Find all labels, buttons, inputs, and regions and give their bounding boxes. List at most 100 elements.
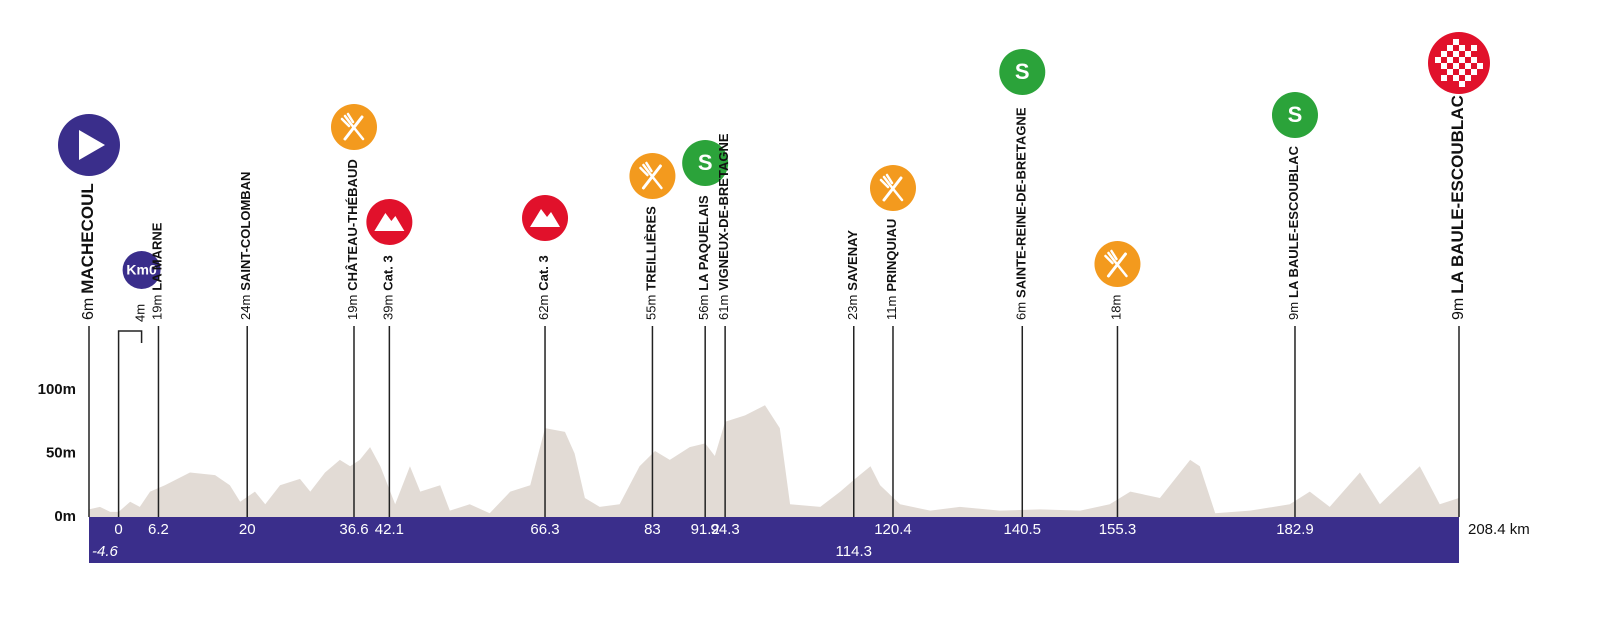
- icon-check: [1459, 45, 1465, 51]
- icon-check: [1435, 57, 1441, 63]
- km-label: 114.3: [836, 543, 872, 560]
- icon-label: S: [698, 150, 713, 175]
- waypoint-label: 23m SAVENAY: [845, 230, 860, 320]
- icon-check: [1471, 57, 1477, 63]
- waypoint-name: LA BAULE-ESCOUBLAC: [1286, 145, 1301, 298]
- y-tick-label: 50m: [46, 444, 76, 461]
- waypoint-label: 19m CHÂTEAU-THÉBAUD: [345, 159, 360, 320]
- waypoint-name: SAINT-COLOMBAN: [239, 172, 254, 291]
- icon-symbol: [530, 209, 561, 227]
- altitude-label: 9m: [1450, 298, 1467, 320]
- y-tick-label: 0m: [54, 508, 76, 525]
- km-label: 83: [644, 521, 661, 538]
- icon-check: [1471, 69, 1477, 75]
- icon-feed: [330, 104, 377, 150]
- altitude-label: 61m: [717, 295, 732, 320]
- waypoint-name: TREILLIÈRES: [644, 206, 659, 291]
- icon-circle: [1271, 92, 1318, 138]
- waypoint-name: Cat. 3: [536, 255, 551, 290]
- icon-feed: [869, 165, 916, 211]
- waypoint-label: 62m Cat. 3: [536, 255, 551, 320]
- icon-sprint: S: [1271, 92, 1318, 138]
- waypoint-name: PRINQUIAU: [884, 219, 899, 292]
- icon-sprint: S: [999, 49, 1046, 95]
- icon-symbol: [879, 173, 904, 202]
- altitude-label: 24m: [239, 295, 254, 320]
- altitude-label: 39m: [381, 295, 396, 320]
- km-label: 208.4 km: [1468, 521, 1530, 538]
- altitude-label: 9m: [1286, 302, 1301, 320]
- icon-check: [1447, 45, 1453, 51]
- altitude-label: 55m: [644, 295, 659, 320]
- km-label: 36.6: [339, 521, 368, 538]
- waypoint-label: 11m PRINQUIAU: [884, 219, 899, 320]
- icon-check: [1453, 39, 1459, 45]
- icon-check: [1465, 63, 1471, 69]
- waypoint-label: 24m SAINT-COLOMBAN: [239, 172, 254, 320]
- icon-check: [1459, 57, 1465, 63]
- icon-check: [1441, 75, 1447, 81]
- waypoint-label: 6m MACHECOUL: [78, 183, 97, 320]
- km-label: 120.4: [874, 521, 912, 538]
- altitude-label: 19m: [150, 295, 165, 320]
- icon-check: [1453, 51, 1459, 57]
- icon-climb: [366, 199, 413, 245]
- y-tick-label: 100m: [38, 381, 76, 398]
- waypoint-name: SAVENAY: [845, 230, 860, 291]
- altitude-label: 19m: [345, 295, 360, 320]
- icon-circle: [999, 49, 1046, 95]
- altitude-label: 62m: [536, 295, 551, 320]
- km-label: 42.1: [375, 521, 404, 538]
- icon-check: [1441, 63, 1447, 69]
- km-label: -4.6: [92, 543, 119, 560]
- waypoint-label: 9m LA BAULE-ESCOUBLAC: [1448, 95, 1467, 320]
- altitude-label: 6m: [80, 298, 97, 320]
- altitude-label: 6m: [1014, 302, 1029, 320]
- km-label: 91.2: [691, 521, 720, 538]
- waypoint-name: LA MARNE: [150, 222, 165, 290]
- waypoint-label: 19m LA MARNE: [150, 222, 165, 320]
- icon-feed: [629, 153, 676, 199]
- km-label: 66.3: [530, 521, 559, 538]
- km-label: 0: [114, 521, 122, 538]
- icon-label: Km0: [126, 262, 157, 278]
- altitude-label: 11m: [884, 296, 899, 320]
- icon-check: [1471, 45, 1477, 51]
- icon-symbol: [340, 112, 365, 141]
- waypoint-label: 6m SAINTE-REINE-DE-BRETAGNE: [1014, 107, 1029, 320]
- km-label: 94.3: [711, 521, 740, 538]
- altitude-label: 4m: [133, 304, 148, 322]
- km-label: 155.3: [1099, 521, 1137, 538]
- icon-symbol: [79, 130, 105, 160]
- icon-sprint: S: [682, 140, 729, 186]
- altitude-label: 56m: [697, 295, 712, 320]
- icon-check: [1447, 57, 1453, 63]
- waypoint-name: Cat. 3: [381, 255, 396, 290]
- waypoint-name: LA BAULE-ESCOUBLAC: [1448, 95, 1467, 294]
- waypoint-name: MACHECOUL: [78, 183, 97, 294]
- km0-marker: [117, 330, 143, 517]
- icon-symbol: [1104, 249, 1128, 278]
- icon-check: [1459, 69, 1465, 75]
- waypoint-label: 56m LA PAQUELAIS: [697, 195, 712, 320]
- waypoint-label: 18m: [1109, 295, 1124, 320]
- km-label: 20: [239, 521, 256, 538]
- icon-check: [1453, 63, 1459, 69]
- waypoint-name: CHÂTEAU-THÉBAUD: [345, 159, 360, 290]
- altitude-label: 18m: [1109, 295, 1124, 320]
- waypoint-label: 4m: [133, 304, 148, 322]
- icon-label: S: [1015, 59, 1030, 84]
- waypoint-name: VIGNEUX-DE-BRETAGNE: [717, 133, 732, 291]
- icon-symbol: [639, 161, 663, 190]
- icon-check: [1447, 69, 1453, 75]
- icon-check: [1459, 81, 1465, 87]
- icon-circle: [682, 140, 729, 186]
- waypoint-name: SAINTE-REINE-DE-BRETAGNE: [1014, 107, 1029, 298]
- icon-km0: Km0: [122, 251, 161, 289]
- icon-label: S: [1288, 102, 1303, 127]
- icon-check: [1441, 51, 1447, 57]
- icon-climb: [522, 195, 569, 241]
- icon-check: [1465, 51, 1471, 57]
